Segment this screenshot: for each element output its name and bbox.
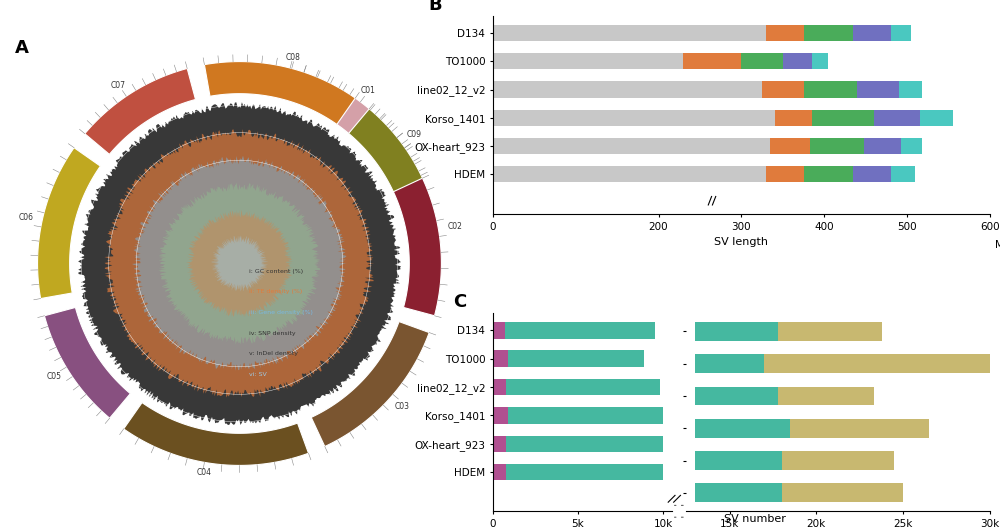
Bar	[695, 483, 782, 502]
Bar	[920, 110, 953, 126]
Bar	[506, 464, 663, 481]
Text: v: InDel density: v: InDel density	[249, 352, 298, 356]
Polygon shape	[349, 109, 422, 192]
Polygon shape	[283, 69, 405, 166]
Polygon shape	[104, 129, 374, 397]
Bar	[683, 53, 741, 70]
Bar	[775, 110, 812, 126]
Text: B: B	[428, 0, 442, 14]
Text: vi: SV: vi: SV	[249, 372, 266, 377]
Bar	[506, 436, 663, 452]
Bar	[508, 350, 644, 367]
Bar	[508, 407, 663, 424]
Polygon shape	[124, 403, 309, 465]
Bar	[493, 81, 762, 97]
Bar	[493, 436, 506, 452]
Text: C04: C04	[197, 469, 212, 477]
Text: C03: C03	[395, 402, 410, 411]
Text: iv: SNP density: iv: SNP density	[249, 330, 295, 336]
Bar	[493, 322, 505, 338]
Polygon shape	[132, 156, 347, 370]
Text: i: GC content (%): i: GC content (%)	[249, 269, 303, 274]
Bar	[493, 464, 506, 481]
Polygon shape	[158, 182, 321, 345]
Bar	[901, 138, 922, 154]
Bar	[804, 25, 853, 41]
Bar	[493, 407, 508, 424]
Text: C05: C05	[46, 373, 61, 382]
Bar	[853, 166, 891, 182]
Bar	[493, 53, 683, 70]
Bar	[778, 322, 882, 341]
Polygon shape	[78, 102, 401, 425]
Text: SV number: SV number	[724, 514, 786, 524]
Bar	[790, 419, 929, 437]
Polygon shape	[311, 321, 429, 446]
Bar	[899, 81, 922, 97]
Bar	[782, 451, 894, 470]
Bar	[766, 25, 804, 41]
Text: A: A	[15, 38, 28, 56]
Bar	[695, 354, 764, 373]
Text: C09: C09	[407, 131, 422, 140]
Text: C08: C08	[285, 53, 300, 62]
Bar	[695, 451, 782, 470]
Text: iii: Gene density (%): iii: Gene density (%)	[249, 310, 313, 315]
Polygon shape	[186, 210, 293, 317]
Text: C07: C07	[111, 81, 126, 90]
Bar	[891, 25, 911, 41]
Bar	[695, 419, 790, 437]
Text: ii: TE density (%): ii: TE density (%)	[249, 289, 302, 295]
Bar	[506, 379, 660, 395]
Bar	[695, 322, 778, 341]
Bar	[741, 53, 783, 70]
Bar	[853, 25, 891, 41]
Bar	[493, 110, 775, 126]
Bar	[493, 138, 770, 154]
Bar	[695, 387, 778, 405]
Bar	[812, 110, 874, 126]
Text: C: C	[453, 293, 467, 311]
Text: C02: C02	[447, 222, 462, 231]
Bar	[493, 166, 766, 182]
Bar	[493, 379, 506, 395]
Polygon shape	[85, 69, 196, 154]
Polygon shape	[379, 148, 441, 316]
Bar	[804, 166, 853, 182]
Bar	[810, 138, 864, 154]
Bar	[493, 25, 766, 41]
Text: C01: C01	[361, 86, 375, 95]
Bar	[770, 138, 810, 154]
Bar	[874, 110, 920, 126]
Bar	[864, 138, 901, 154]
Bar	[762, 81, 804, 97]
Bar	[766, 166, 804, 182]
Text: Mb: Mb	[995, 240, 1000, 250]
Bar	[804, 81, 857, 97]
Bar	[783, 53, 812, 70]
Bar	[764, 354, 990, 373]
Bar	[812, 53, 828, 70]
Polygon shape	[38, 148, 100, 299]
Bar	[782, 483, 903, 502]
Bar	[857, 81, 899, 97]
X-axis label: SV length: SV length	[714, 237, 768, 247]
Bar	[505, 322, 655, 338]
Polygon shape	[44, 307, 130, 418]
Bar	[493, 350, 508, 367]
Bar	[778, 387, 874, 405]
Text: C06: C06	[18, 213, 33, 222]
Polygon shape	[211, 235, 268, 291]
Polygon shape	[204, 62, 355, 124]
Bar	[891, 166, 915, 182]
